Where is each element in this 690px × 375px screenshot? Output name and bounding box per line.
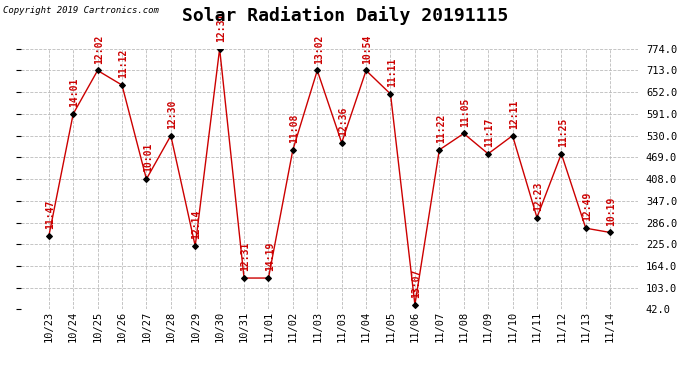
Text: 13:02: 13:02 xyxy=(314,34,324,63)
Point xyxy=(385,91,396,97)
Point xyxy=(166,133,177,139)
Point xyxy=(92,68,103,74)
Text: 12:31: 12:31 xyxy=(240,242,250,271)
Text: 12:30: 12:30 xyxy=(167,99,177,129)
Point xyxy=(409,302,420,308)
Text: Solar Radiation Daily 20191115: Solar Radiation Daily 20191115 xyxy=(182,6,508,25)
Point xyxy=(117,82,128,88)
Text: 13:07: 13:07 xyxy=(411,268,422,298)
Point xyxy=(458,130,469,136)
Point xyxy=(263,275,274,281)
Text: 12:36: 12:36 xyxy=(338,106,348,136)
Text: 10:19: 10:19 xyxy=(607,196,617,225)
Point xyxy=(68,111,79,117)
Text: 12:49: 12:49 xyxy=(582,192,592,221)
Point xyxy=(190,243,201,249)
Point xyxy=(336,140,347,146)
Point xyxy=(214,46,225,52)
Text: 14:01: 14:01 xyxy=(70,78,79,107)
Point xyxy=(604,230,615,236)
Text: 11:22: 11:22 xyxy=(435,114,446,143)
Point xyxy=(580,225,591,231)
Point xyxy=(43,233,55,239)
Point xyxy=(556,151,567,157)
Text: 11:11: 11:11 xyxy=(387,58,397,87)
Text: 11:05: 11:05 xyxy=(460,97,470,126)
Point xyxy=(434,147,445,153)
Text: 11:08: 11:08 xyxy=(289,114,299,143)
Text: 11:25: 11:25 xyxy=(558,117,568,147)
Point xyxy=(361,68,372,74)
Text: 10:54: 10:54 xyxy=(362,34,373,63)
Point xyxy=(482,151,493,157)
Point xyxy=(239,275,250,281)
Text: 12:11: 12:11 xyxy=(509,99,519,129)
Text: 11:12: 11:12 xyxy=(119,49,128,78)
Text: 10:01: 10:01 xyxy=(143,143,152,172)
Point xyxy=(531,214,542,220)
Text: 14:19: 14:19 xyxy=(265,242,275,271)
Point xyxy=(507,133,518,139)
Point xyxy=(287,147,298,153)
Text: Radiation  (W/m2): Radiation (W/m2) xyxy=(528,23,628,33)
Text: 12:31: 12:31 xyxy=(216,12,226,42)
Text: 11:17: 11:17 xyxy=(484,117,495,147)
Text: 11:47: 11:47 xyxy=(45,200,55,230)
Text: 12:02: 12:02 xyxy=(94,34,104,63)
Text: Copyright 2019 Cartronics.com: Copyright 2019 Cartronics.com xyxy=(3,6,159,15)
Point xyxy=(312,68,323,74)
Point xyxy=(141,176,152,182)
Text: 12:23: 12:23 xyxy=(533,181,543,211)
Text: 12:14: 12:14 xyxy=(192,210,201,239)
